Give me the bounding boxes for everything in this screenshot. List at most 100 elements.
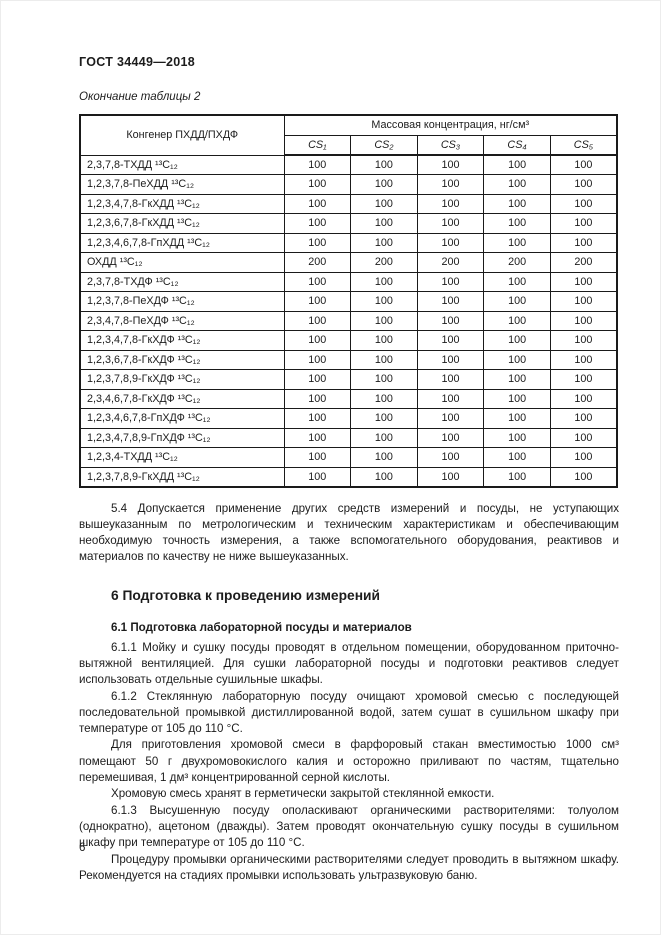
concentration-value-cell: 100: [283, 369, 352, 390]
concentration-value-cell: 100: [416, 408, 485, 429]
concentration-value-cell: 100: [350, 213, 418, 234]
concentration-value-cell: 100: [416, 271, 485, 292]
table-row: 1,2,3,4,7,8,9-ГпХДФ ¹³C₁₂ 100 100 100 100 100: [79, 427, 618, 448]
concentration-value-cell: 100: [549, 447, 618, 468]
table-row: 1,2,3,7,8,9-ГкХДД ¹³C₁₂ 100 100 100 100 100: [79, 466, 618, 487]
concentration-value-cell: 100: [283, 174, 352, 195]
concentration-value-cell: 100: [549, 408, 618, 429]
concentration-value-cell: 100: [350, 447, 418, 468]
concentration-value-cell: 100: [483, 369, 551, 390]
concentration-value-cell: 100: [483, 349, 551, 370]
table-row: 1,2,3,6,7,8-ГкХДД ¹³C₁₂ 100 100 100 100 100: [79, 213, 618, 234]
concentration-value-cell: 100: [350, 193, 418, 214]
body-paragraph: 6.1.2 Стеклянную лабораторную посуду очи…: [79, 689, 619, 736]
concentration-value-cell: 100: [350, 408, 418, 429]
table-row: 1,2,3,4-ТХДД ¹³C₁₂ 100 100 100 100 100: [79, 447, 618, 468]
concentration-value-cell: 100: [416, 349, 485, 370]
section-6-1-paragraphs: 6.1.1 Мойку и сушку посуды проводят в от…: [79, 640, 619, 884]
congener-column-header: Конгенер ПХДД/ПХДФ: [79, 114, 285, 156]
concentration-value-cell: 200: [483, 252, 551, 273]
concentration-value-cell: 100: [350, 232, 418, 253]
table-row: 1,2,3,7,8-ПеХДФ ¹³C₁₂ 100 100 100 100 100: [79, 291, 618, 312]
paragraph-5-4: 5.4 Допускается применение других средст…: [79, 501, 619, 564]
concentration-value-cell: 100: [483, 447, 551, 468]
table-row: 1,2,3,7,8-ПеХДД ¹³C₁₂ 100 100 100 100 100: [79, 174, 618, 195]
concentration-value-cell: 200: [283, 252, 352, 273]
congener-name-cell: 1,2,3,7,8-ПеХДД ¹³C₁₂: [79, 174, 285, 195]
concentration-value-cell: 100: [350, 388, 418, 409]
cs-header-row: CS₁ CS₂ CS₃ CS₄ CS₅: [80, 134, 618, 156]
concentration-value-cell: 100: [283, 447, 352, 468]
body-paragraph: Процедуру промывки органическими раствор…: [79, 852, 619, 882]
concentration-value-cell: 100: [283, 427, 352, 448]
concentration-value-cell: 100: [350, 330, 418, 351]
concentration-value-cell: 100: [283, 349, 352, 370]
concentration-value-cell: 100: [483, 427, 551, 448]
table-row: ОХДД ¹³C₁₂ 200 200 200 200 200: [79, 252, 618, 273]
concentration-value-cell: 100: [283, 330, 352, 351]
concentration-value-cell: 100: [350, 466, 418, 487]
concentration-value-cell: 100: [350, 310, 418, 331]
cs-column-header: CS₅: [549, 134, 618, 156]
concentration-value-cell: 100: [549, 193, 618, 214]
table-row: 2,3,7,8-ТХДД ¹³C₁₂ 100 100 100 100 100: [79, 154, 618, 175]
concentration-value-cell: 200: [416, 252, 485, 273]
concentration-value-cell: 100: [549, 369, 618, 390]
concentration-value-cell: 100: [350, 427, 418, 448]
table-row: 1,2,3,4,7,8-ГкХДФ ¹³C₁₂ 100 100 100 100 100: [79, 330, 618, 351]
page-number: 6: [79, 842, 86, 854]
concentration-value-cell: 100: [549, 349, 618, 370]
concentration-value-cell: 100: [483, 232, 551, 253]
cs-column-header: CS₄: [483, 134, 551, 156]
table-caption: Окончание таблицы 2: [79, 91, 201, 103]
concentration-value-cell: 100: [283, 213, 352, 234]
concentration-value-cell: 100: [483, 388, 551, 409]
congener-name-cell: 2,3,7,8-ТХДФ ¹³C₁₂: [79, 271, 285, 292]
concentration-value-cell: 100: [549, 291, 618, 312]
congener-name-cell: 1,2,3,4,6,7,8-ГпХДД ¹³C₁₂: [79, 232, 285, 253]
section-6-heading: 6 Подготовка к проведению измерений: [111, 587, 381, 603]
concentration-value-cell: 100: [416, 310, 485, 331]
concentration-value-cell: 100: [350, 349, 418, 370]
concentration-value-cell: 100: [549, 271, 618, 292]
table-row: 2,3,4,7,8-ПеХДФ ¹³C₁₂ 100 100 100 100 100: [79, 310, 618, 331]
body-paragraph: Для приготовления хромовой смеси в фарфо…: [79, 738, 619, 785]
concentration-value-cell: 100: [416, 193, 485, 214]
congener-name-cell: 1,2,3,4,7,8,9-ГпХДФ ¹³C₁₂: [79, 427, 285, 448]
concentration-value-cell: 100: [283, 408, 352, 429]
concentration-value-cell: 100: [283, 388, 352, 409]
concentration-value-cell: 100: [549, 174, 618, 195]
concentration-table: Конгенер ПХДД/ПХДФ Массовая концентрация…: [79, 114, 618, 488]
concentration-value-cell: 100: [483, 291, 551, 312]
congener-name-cell: 2,3,4,6,7,8-ГкХДФ ¹³C₁₂: [79, 388, 285, 409]
congener-name-cell: 1,2,3,7,8,9-ГкХДФ ¹³C₁₂: [79, 369, 285, 390]
doc-number: ГОСТ 34449—2018: [79, 55, 196, 69]
table-row: 1,2,3,7,8,9-ГкХДФ ¹³C₁₂ 100 100 100 100 100: [79, 369, 618, 390]
congener-name-cell: 1,2,3,6,7,8-ГкХДД ¹³C₁₂: [79, 213, 285, 234]
concentration-value-cell: 100: [283, 291, 352, 312]
congener-name-cell: 1,2,3,4,7,8-ГкХДФ ¹³C₁₂: [79, 330, 285, 351]
concentration-value-cell: 100: [549, 427, 618, 448]
table-row: 1,2,3,4,7,8-ГкХДД ¹³C₁₂ 100 100 100 100 100: [79, 193, 618, 214]
congener-name-cell: 2,3,4,7,8-ПеХДФ ¹³C₁₂: [79, 310, 285, 331]
concentration-value-cell: 100: [283, 193, 352, 214]
body-paragraph: 6.1.3 Высушенную посуду ополаскивают орг…: [79, 803, 619, 850]
concentration-value-cell: 100: [549, 466, 618, 487]
concentration-value-cell: 100: [549, 232, 618, 253]
concentration-value-cell: 100: [416, 466, 485, 487]
concentration-value-cell: 100: [416, 330, 485, 351]
concentration-value-cell: 200: [350, 252, 418, 273]
concentration-table-header: Конгенер ПХДД/ПХДФ Массовая концентрация…: [79, 114, 618, 156]
concentration-value-cell: 100: [549, 310, 618, 331]
concentration-value-cell: 200: [549, 252, 618, 273]
congener-name-cell: 1,2,3,7,8-ПеХДФ ¹³C₁₂: [79, 291, 285, 312]
congener-name-cell: 1,2,3,6,7,8-ГкХДФ ¹³C₁₂: [79, 349, 285, 370]
congener-name-cell: ОХДД ¹³C₁₂: [79, 252, 285, 273]
concentration-value-cell: 100: [350, 174, 418, 195]
concentration-value-cell: 100: [416, 154, 485, 175]
concentration-value-cell: 100: [416, 427, 485, 448]
concentration-value-cell: 100: [416, 232, 485, 253]
concentration-value-cell: 100: [283, 466, 352, 487]
body-paragraph: 6.1.1 Мойку и сушку посуды проводят в от…: [79, 640, 619, 687]
